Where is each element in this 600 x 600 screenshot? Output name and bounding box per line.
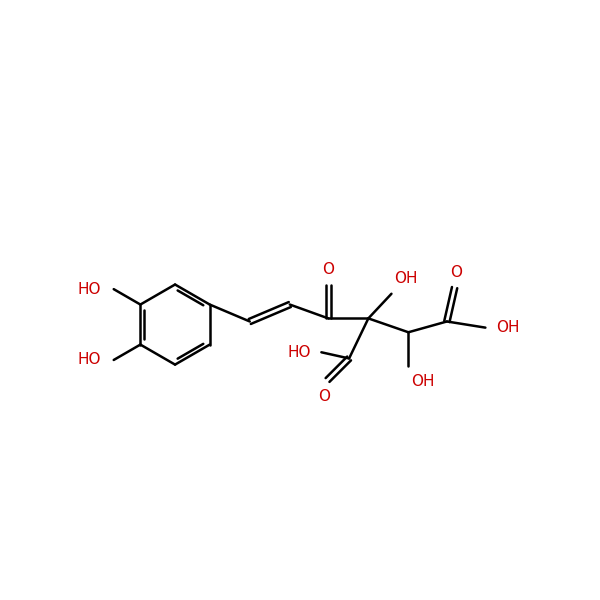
Text: OH: OH [496,320,520,335]
Text: OH: OH [412,374,435,389]
Text: HO: HO [78,281,101,296]
Text: O: O [319,389,331,404]
Text: HO: HO [78,352,101,367]
Text: OH: OH [395,271,418,286]
Text: O: O [450,265,462,280]
Text: HO: HO [287,345,311,360]
Text: O: O [322,262,334,277]
